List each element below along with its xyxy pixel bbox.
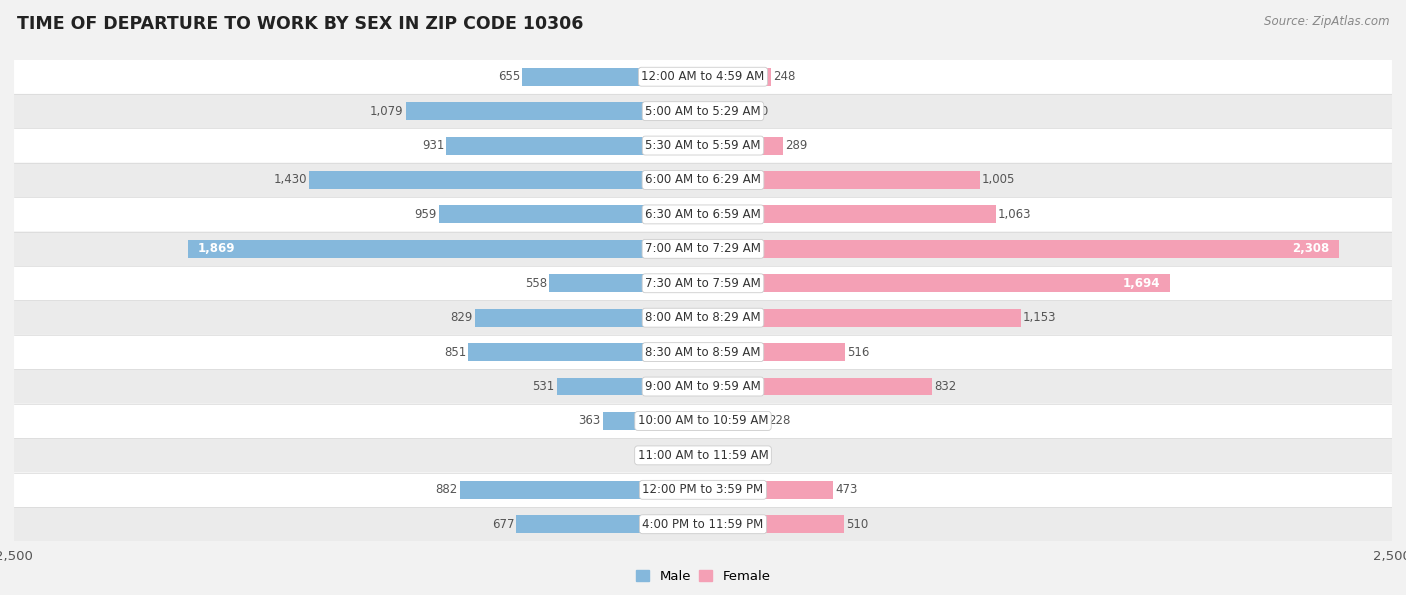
Bar <box>447 137 703 155</box>
Bar <box>703 515 844 533</box>
Text: 12:00 PM to 3:59 PM: 12:00 PM to 3:59 PM <box>643 483 763 496</box>
Text: 531: 531 <box>533 380 554 393</box>
FancyBboxPatch shape <box>14 231 1392 266</box>
Bar <box>475 309 703 327</box>
Bar <box>703 137 783 155</box>
FancyBboxPatch shape <box>14 507 1392 541</box>
Text: 6:30 AM to 6:59 AM: 6:30 AM to 6:59 AM <box>645 208 761 221</box>
FancyBboxPatch shape <box>14 472 1392 507</box>
Bar <box>703 274 1170 292</box>
Text: 8:30 AM to 8:59 AM: 8:30 AM to 8:59 AM <box>645 346 761 359</box>
Text: 11:00 AM to 11:59 AM: 11:00 AM to 11:59 AM <box>638 449 768 462</box>
Text: 851: 851 <box>444 346 467 359</box>
Bar <box>550 274 703 292</box>
Bar <box>516 515 703 533</box>
Text: 510: 510 <box>846 518 868 531</box>
FancyBboxPatch shape <box>14 369 1392 404</box>
Bar <box>703 240 1339 258</box>
Bar <box>673 446 703 464</box>
Bar <box>703 481 834 499</box>
Text: 289: 289 <box>785 139 807 152</box>
FancyBboxPatch shape <box>14 300 1392 335</box>
Bar <box>703 171 980 189</box>
Text: 8:00 AM to 8:29 AM: 8:00 AM to 8:29 AM <box>645 311 761 324</box>
Text: 12:00 AM to 4:59 AM: 12:00 AM to 4:59 AM <box>641 70 765 83</box>
Text: 655: 655 <box>498 70 520 83</box>
Bar <box>557 378 703 396</box>
Bar <box>703 378 932 396</box>
Text: 473: 473 <box>835 483 858 496</box>
Text: 1,063: 1,063 <box>998 208 1032 221</box>
Text: 677: 677 <box>492 518 515 531</box>
Text: 106: 106 <box>650 449 672 462</box>
Bar <box>523 68 703 86</box>
Text: 1,430: 1,430 <box>273 174 307 186</box>
Text: 832: 832 <box>935 380 956 393</box>
Text: 1,005: 1,005 <box>983 174 1015 186</box>
Text: 4:00 PM to 11:59 PM: 4:00 PM to 11:59 PM <box>643 518 763 531</box>
Text: 1,694: 1,694 <box>1122 277 1160 290</box>
Bar <box>703 446 710 464</box>
FancyBboxPatch shape <box>14 404 1392 438</box>
Text: 5:00 AM to 5:29 AM: 5:00 AM to 5:29 AM <box>645 105 761 118</box>
Text: 7:00 AM to 7:29 AM: 7:00 AM to 7:29 AM <box>645 242 761 255</box>
Bar <box>703 343 845 361</box>
FancyBboxPatch shape <box>14 94 1392 129</box>
Bar <box>703 205 995 223</box>
Text: 2,308: 2,308 <box>1292 242 1330 255</box>
Bar <box>188 240 703 258</box>
Text: 23: 23 <box>711 449 727 462</box>
Text: 10:00 AM to 10:59 AM: 10:00 AM to 10:59 AM <box>638 415 768 427</box>
FancyBboxPatch shape <box>14 60 1392 94</box>
FancyBboxPatch shape <box>14 197 1392 231</box>
Legend: Male, Female: Male, Female <box>630 564 776 588</box>
Bar <box>703 309 1021 327</box>
Text: 1,079: 1,079 <box>370 105 404 118</box>
Text: 959: 959 <box>415 208 436 221</box>
Bar <box>703 68 772 86</box>
Text: Source: ZipAtlas.com: Source: ZipAtlas.com <box>1264 15 1389 28</box>
Bar <box>603 412 703 430</box>
Text: 150: 150 <box>747 105 769 118</box>
FancyBboxPatch shape <box>14 129 1392 163</box>
FancyBboxPatch shape <box>14 266 1392 300</box>
Text: 6:00 AM to 6:29 AM: 6:00 AM to 6:29 AM <box>645 174 761 186</box>
FancyBboxPatch shape <box>14 335 1392 369</box>
Text: 363: 363 <box>578 415 600 427</box>
Text: 931: 931 <box>422 139 444 152</box>
Bar <box>468 343 703 361</box>
Text: 228: 228 <box>768 415 790 427</box>
Text: 558: 558 <box>524 277 547 290</box>
Text: TIME OF DEPARTURE TO WORK BY SEX IN ZIP CODE 10306: TIME OF DEPARTURE TO WORK BY SEX IN ZIP … <box>17 15 583 33</box>
Text: 9:00 AM to 9:59 AM: 9:00 AM to 9:59 AM <box>645 380 761 393</box>
Text: 1,153: 1,153 <box>1024 311 1056 324</box>
Text: 829: 829 <box>450 311 472 324</box>
Bar <box>460 481 703 499</box>
Bar <box>703 102 744 120</box>
Text: 7:30 AM to 7:59 AM: 7:30 AM to 7:59 AM <box>645 277 761 290</box>
Text: 248: 248 <box>773 70 796 83</box>
Text: 5:30 AM to 5:59 AM: 5:30 AM to 5:59 AM <box>645 139 761 152</box>
FancyBboxPatch shape <box>14 163 1392 197</box>
Bar <box>703 412 766 430</box>
Bar <box>406 102 703 120</box>
Text: 1,869: 1,869 <box>198 242 235 255</box>
Bar <box>309 171 703 189</box>
Text: 516: 516 <box>848 346 870 359</box>
Text: 882: 882 <box>436 483 458 496</box>
FancyBboxPatch shape <box>14 438 1392 472</box>
Bar <box>439 205 703 223</box>
